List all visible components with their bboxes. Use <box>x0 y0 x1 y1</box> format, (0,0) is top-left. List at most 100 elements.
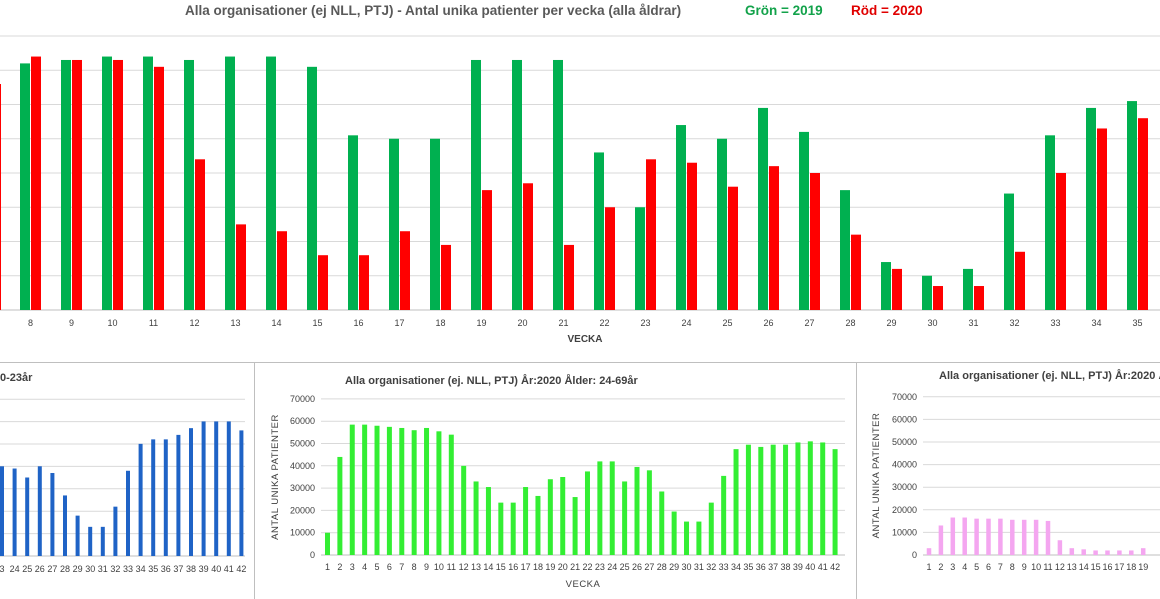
middle-xtick-label: 8 <box>412 562 417 572</box>
right-bar <box>1093 550 1098 555</box>
top-bar <box>318 255 328 310</box>
middle-bar <box>485 487 491 555</box>
middle-chart-title: Alla organisationer (ej. NLL, PTJ) År:20… <box>345 375 638 387</box>
top-bar <box>933 286 943 310</box>
top-bar <box>512 59 522 310</box>
middle-xtick-label: 36 <box>756 562 766 572</box>
top-bar <box>154 66 164 310</box>
middle-xtick-label: 24 <box>607 562 617 572</box>
middle-xtick-label: 21 <box>570 562 580 572</box>
top-xtick-label: 23 <box>640 318 650 328</box>
top-bar <box>974 286 984 310</box>
right-bar <box>1021 519 1027 555</box>
left-bar <box>189 428 193 556</box>
left-bar <box>214 421 219 556</box>
middle-xtick-label: 17 <box>521 562 531 572</box>
legend-text-2020: Röd = 2020 <box>851 3 923 18</box>
top-xtick-label: 15 <box>312 318 322 328</box>
middle-xtick-label: 34 <box>731 562 741 572</box>
top-bar <box>348 135 358 310</box>
right-xtick-label: 11 <box>1043 562 1052 572</box>
top-bar <box>143 56 153 310</box>
top-xtick-label: 13 <box>230 318 240 328</box>
top-bar <box>605 207 615 310</box>
middle-bar <box>337 456 343 555</box>
left-bar <box>0 466 4 556</box>
top-bar <box>225 56 235 310</box>
right-xtick-label: 17 <box>1114 562 1124 572</box>
top-xtick-label: 22 <box>599 318 609 328</box>
top-bar <box>728 186 738 310</box>
middle-xtick-label: 20 <box>558 562 568 572</box>
top-xtick-label: 9 <box>69 318 74 328</box>
top-chart-title: Alla organisationer (ej NLL, PTJ) - Anta… <box>0 3 1160 23</box>
right-xtick-label: 16 <box>1102 562 1112 572</box>
right-xtick-label: 4 <box>962 562 967 572</box>
top-bar <box>184 59 194 310</box>
left-bar <box>63 495 67 556</box>
right-bar <box>950 517 956 555</box>
middle-xtick-label: 15 <box>496 562 506 572</box>
middle-xtick-label: 27 <box>644 562 654 572</box>
middle-bar <box>473 481 479 555</box>
middle-bar <box>399 427 405 555</box>
middle-bar <box>795 442 801 555</box>
middle-xtick-label: 37 <box>768 562 778 572</box>
middle-bar <box>424 427 430 555</box>
right-xtick-label: 19 <box>1138 562 1148 572</box>
left-xtick-label: 39 <box>199 564 209 574</box>
middle-xtick-label: 29 <box>669 562 679 572</box>
left-xtick-label: 29 <box>73 564 83 574</box>
right-bar <box>986 518 991 555</box>
left-bar <box>239 430 244 556</box>
top-bar <box>922 275 932 310</box>
top-bar <box>881 262 891 310</box>
top-xtick-label: 34 <box>1091 318 1101 328</box>
top-bar <box>359 255 369 310</box>
top-xtick-label: 14 <box>271 318 281 328</box>
middle-xtick-label: 42 <box>830 562 840 572</box>
middle-xtick-label: 12 <box>459 562 469 572</box>
middle-xtick-label: 35 <box>743 562 753 572</box>
top-bar <box>72 59 82 310</box>
middle-bar <box>684 521 690 555</box>
right-bar <box>1129 550 1134 555</box>
top-bar <box>277 231 287 310</box>
middle-bar <box>597 461 603 555</box>
right-xtick-label: 15 <box>1091 562 1101 572</box>
left-xtick-label: 3 <box>0 564 5 574</box>
top-bar <box>676 125 686 310</box>
top-xtick-label: 29 <box>886 318 896 328</box>
top-xtick-label: 16 <box>353 318 363 328</box>
right-xtick-label: 12 <box>1055 562 1065 572</box>
top-bar <box>389 138 399 310</box>
middle-bar <box>510 502 516 555</box>
left-bar <box>50 473 55 556</box>
top-bar <box>430 138 440 310</box>
right-bar <box>926 548 932 555</box>
left-xtick-label: 30 <box>85 564 95 574</box>
top-bar <box>810 173 820 310</box>
middle-ytick-label: 10000 <box>290 528 315 538</box>
top-bar <box>840 190 850 310</box>
top-bar <box>646 159 656 310</box>
right-y-axis-title: ANTAL UNIKA PATIENTER <box>871 413 882 539</box>
middle-bar <box>572 497 578 555</box>
top-bar <box>892 268 902 310</box>
middle-bar <box>807 441 813 555</box>
right-bar <box>1057 540 1063 555</box>
right-xtick-label: 18 <box>1126 562 1136 572</box>
top-xtick-label: 33 <box>1050 318 1060 328</box>
top-bar <box>1138 118 1148 310</box>
top-xtick-label: 24 <box>681 318 691 328</box>
middle-bar <box>584 471 590 555</box>
top-xtick-label: 32 <box>1009 318 1019 328</box>
right-xtick-label: 10 <box>1031 562 1041 572</box>
left-xtick-label: 28 <box>60 564 70 574</box>
middle-bar <box>646 470 652 555</box>
middle-xtick-label: 14 <box>483 562 493 572</box>
left-bar <box>138 443 143 556</box>
right-xtick-label: 5 <box>974 562 979 572</box>
top-xtick-label: 19 <box>476 318 486 328</box>
